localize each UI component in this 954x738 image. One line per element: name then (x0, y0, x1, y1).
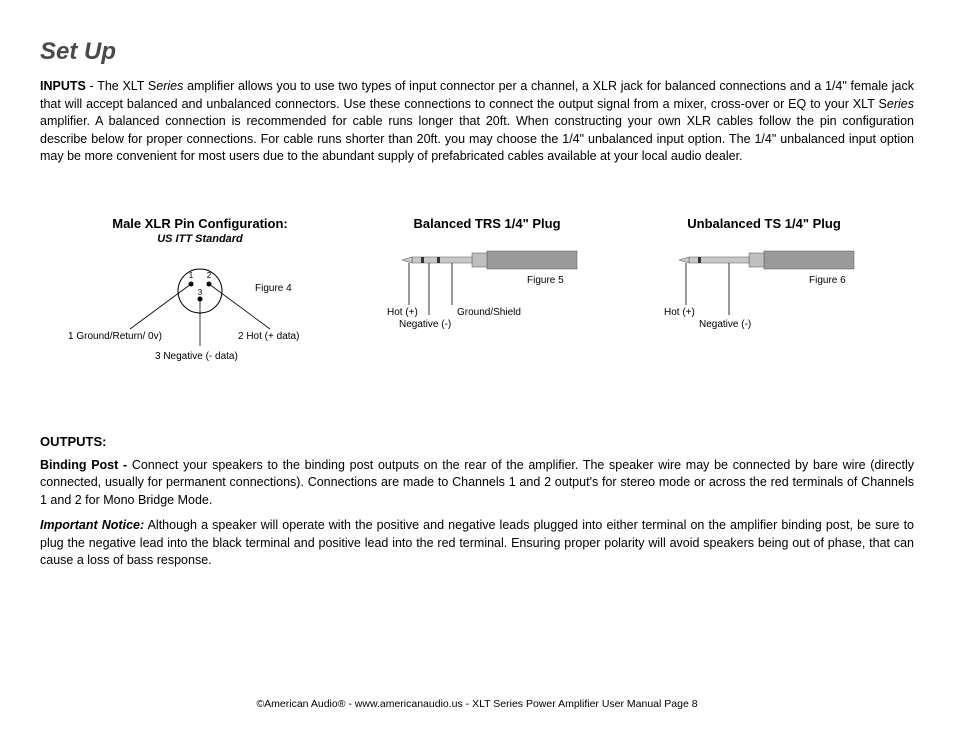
xlr-diagram: Male XLR Pin Configuration: US ITT Stand… (60, 216, 340, 374)
svg-text:1 Ground/Return/ 0v): 1 Ground/Return/ 0v) (68, 331, 162, 342)
svg-text:Hot (+): Hot (+) (664, 307, 695, 318)
ts-diagram: Unbalanced TS 1/4" Plug Hot (+) Negative… (634, 216, 894, 374)
ts-svg: Hot (+) Negative (-) Figure 6 (634, 233, 894, 353)
binding-label: Binding Post - (40, 458, 132, 472)
notice-label: Important Notice: (40, 518, 144, 532)
notice-paragraph: Important Notice: Although a speaker wil… (40, 517, 914, 570)
inputs-text-e: amplifier. A balanced connection is reco… (40, 114, 914, 163)
svg-text:Figure 4: Figure 4 (255, 283, 292, 294)
svg-text:Negative (-): Negative (-) (399, 319, 451, 330)
svg-text:3: 3 (198, 288, 203, 297)
svg-text:Negative (-): Negative (-) (699, 319, 751, 330)
trs-svg: Hot (+) Negative (-) Ground/Shield Figur… (357, 233, 617, 353)
page-footer: ©American Audio® - www.americanaudio.us … (0, 698, 954, 710)
svg-text:2 Hot (+ data): 2 Hot (+ data) (238, 331, 299, 342)
inputs-text-b: eries (156, 79, 183, 93)
xlr-subtitle: US ITT Standard (60, 233, 340, 245)
svg-text:Ground/Shield: Ground/Shield (457, 307, 521, 318)
xlr-title: Male XLR Pin Configuration: (60, 216, 340, 231)
inputs-text-d: eries (887, 97, 914, 111)
trs-diagram: Balanced TRS 1/4" Plug Hot (+) Negative … (357, 216, 617, 374)
svg-text:Figure 6: Figure 6 (809, 275, 846, 286)
svg-text:Hot (+): Hot (+) (387, 307, 418, 318)
diagrams-row: Male XLR Pin Configuration: US ITT Stand… (40, 216, 914, 374)
xlr-svg: 1 2 3 1 Ground/Return/ 0v) 2 Hot (+ data… (60, 251, 340, 371)
inputs-paragraph: INPUTS - The XLT Series amplifier allows… (40, 78, 914, 166)
svg-text:1: 1 (189, 271, 194, 280)
binding-post-paragraph: Binding Post - Connect your speakers to … (40, 457, 914, 510)
inputs-label: INPUTS (40, 79, 86, 93)
ts-title: Unbalanced TS 1/4" Plug (634, 216, 894, 231)
inputs-text-a: - The XLT S (86, 79, 156, 93)
svg-text:2: 2 (207, 271, 212, 280)
svg-text:Figure 5: Figure 5 (527, 275, 564, 286)
notice-text: Although a speaker will operate with the… (40, 518, 914, 567)
binding-text: Connect your speakers to the binding pos… (40, 458, 914, 507)
outputs-heading: OUTPUTS: (40, 434, 914, 449)
page-title: Set Up (40, 38, 914, 66)
svg-text:3 Negative (- data): 3 Negative (- data) (155, 351, 238, 362)
trs-title: Balanced TRS 1/4" Plug (357, 216, 617, 231)
